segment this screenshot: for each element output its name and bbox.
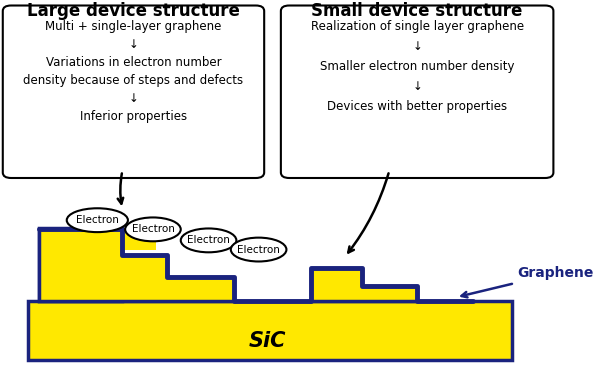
Polygon shape <box>311 268 417 301</box>
Text: Electron: Electron <box>131 224 175 235</box>
Text: Multi + single-layer graphene
↓
Variations in electron number
density because of: Multi + single-layer graphene ↓ Variatio… <box>23 20 244 123</box>
Polygon shape <box>28 301 512 360</box>
Text: SiC: SiC <box>248 331 286 351</box>
Ellipse shape <box>67 208 128 232</box>
Text: Graphene: Graphene <box>461 266 593 297</box>
Polygon shape <box>39 229 233 301</box>
Text: Realization of single layer graphene
↓
Smaller electron number density
↓
Devices: Realization of single layer graphene ↓ S… <box>311 20 524 113</box>
Ellipse shape <box>181 228 236 252</box>
Text: Electron: Electron <box>187 235 230 246</box>
Polygon shape <box>39 228 122 301</box>
Text: Large device structure: Large device structure <box>27 2 240 20</box>
Ellipse shape <box>231 238 286 261</box>
Text: Small device structure: Small device structure <box>311 2 523 20</box>
Text: Electron: Electron <box>237 244 280 255</box>
Text: Electron: Electron <box>76 215 119 225</box>
FancyBboxPatch shape <box>3 6 264 178</box>
FancyBboxPatch shape <box>281 6 553 178</box>
Ellipse shape <box>125 217 181 241</box>
Polygon shape <box>39 228 156 250</box>
